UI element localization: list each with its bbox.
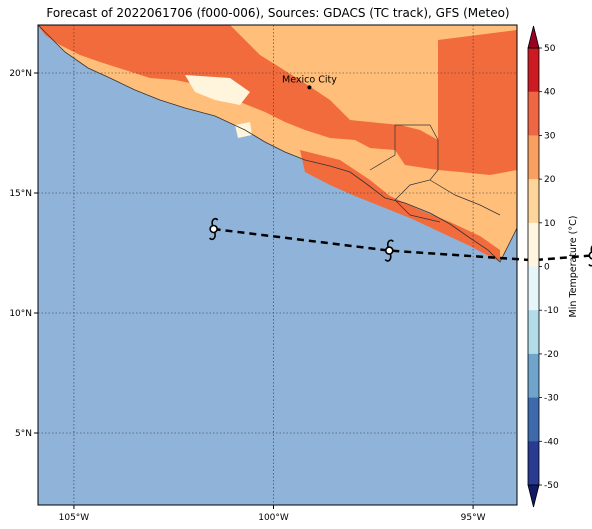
land-cool-highland bbox=[185, 75, 250, 105]
colorbar-tick-label: 30 bbox=[544, 131, 556, 141]
colorbar-tick-label: -20 bbox=[544, 350, 559, 360]
land-hot-coast bbox=[300, 150, 500, 262]
colorbar: 50 40 30 20 10 0 -10 -20 -30 -40 -50 Min Temperatur… bbox=[527, 25, 579, 508]
colorbar-bin bbox=[528, 222, 539, 267]
colorbar-bin bbox=[528, 48, 539, 93]
city-dot bbox=[307, 85, 312, 90]
x-tick-label: 105°W bbox=[59, 513, 90, 523]
colorbar-extend-min bbox=[527, 484, 540, 508]
map-frame bbox=[37, 24, 518, 506]
colorbar-bin bbox=[528, 353, 539, 399]
y-tick-label: 15°N bbox=[9, 189, 32, 199]
colorbar-tick-label: -30 bbox=[544, 394, 559, 404]
colorbar-bin bbox=[528, 179, 539, 224]
colorbar-tick-label: -50 bbox=[544, 481, 559, 491]
colorbar-tick-label: -10 bbox=[544, 306, 559, 316]
land-cool-patch bbox=[235, 122, 252, 138]
colorbar-bin bbox=[528, 266, 539, 311]
colorbar-bin bbox=[528, 397, 539, 442]
y-tick-label: 5°N bbox=[15, 429, 32, 439]
colorbar-label: Min Temperature (°C) bbox=[568, 216, 579, 318]
colorbar-bin bbox=[528, 91, 539, 136]
land-hot-east bbox=[438, 30, 517, 175]
cyclone-symbol-icon bbox=[208, 217, 219, 241]
y-tick-label: 10°N bbox=[9, 309, 32, 319]
x-tick-label: 100°W bbox=[258, 513, 289, 523]
colorbar-tick-label: 10 bbox=[544, 219, 556, 229]
colorbar-bin bbox=[528, 310, 539, 355]
graticule bbox=[38, 25, 517, 505]
map-title: Forecast of 2022061706 (f000-006), Sourc… bbox=[46, 6, 510, 20]
y-tick-label: 20°N bbox=[9, 69, 32, 79]
colorbar-tick-label: 40 bbox=[544, 88, 556, 98]
city-label: Mexico City bbox=[282, 74, 337, 85]
colorbar-bin bbox=[528, 441, 539, 486]
country-borders bbox=[369, 124, 501, 223]
cities: Mexico CityBelmopanGuatemalaTegucigalpaS… bbox=[282, 74, 337, 90]
colorbar-bin bbox=[528, 135, 539, 180]
cyclone-symbol-icon bbox=[384, 239, 394, 262]
land-warm bbox=[38, 25, 517, 262]
y-axis-ticks: 20°N 15°N 10°N 5°N bbox=[9, 69, 38, 439]
colorbar-tick-label: -40 bbox=[544, 437, 559, 447]
colorbar-tick-label: 0 bbox=[544, 263, 550, 273]
colorbar-extend-max bbox=[527, 25, 540, 49]
colorbar-tick-label: 50 bbox=[544, 44, 556, 54]
coastline bbox=[38, 25, 517, 263]
colorbar-tick-label: 20 bbox=[544, 175, 556, 185]
x-tick-label: 95°W bbox=[461, 513, 486, 523]
